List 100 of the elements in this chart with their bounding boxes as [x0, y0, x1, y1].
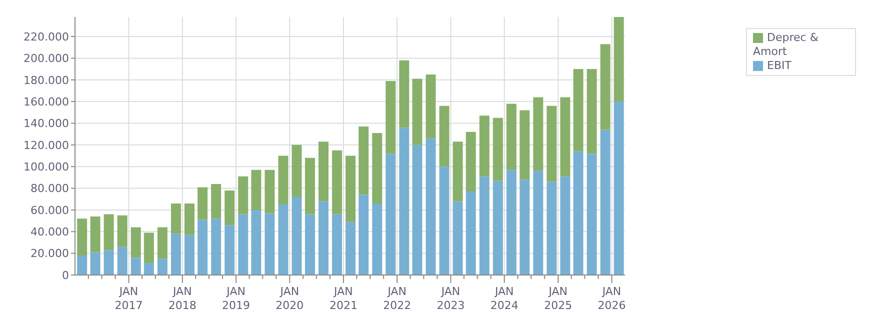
bar: [238, 214, 248, 275]
bar: [546, 182, 557, 275]
bar: [492, 180, 503, 275]
bar: [104, 214, 114, 250]
bar: [264, 170, 275, 214]
x-tick-label: JAN 2024: [490, 285, 518, 312]
bar: [560, 97, 570, 176]
y-tick-label: 40.000: [30, 226, 69, 239]
bar: [560, 176, 570, 275]
y-tick-label: 80.000: [30, 182, 69, 196]
bar: [426, 138, 436, 275]
legend-label: Deprec & Amort: [753, 31, 818, 58]
bar: [372, 132, 382, 204]
y-tick-label: 200.000: [24, 52, 69, 66]
bar: [117, 215, 128, 247]
bar: [90, 216, 100, 252]
bar: [492, 118, 503, 181]
bar: [264, 213, 275, 275]
x-tick-label: JAN 2026: [598, 285, 626, 312]
y-tick-label: 180.000: [24, 74, 69, 87]
bar: [600, 44, 610, 130]
bar: [292, 196, 302, 275]
bar: [332, 214, 342, 275]
bar: [412, 78, 422, 145]
x-tick-label: JAN 2023: [436, 285, 465, 312]
bar: [198, 187, 208, 220]
bar: [278, 204, 288, 275]
bar: [318, 142, 328, 202]
bar: [466, 132, 476, 192]
x-tick-label: JAN 2017: [114, 285, 143, 312]
y-tick-label: 100.000: [24, 160, 69, 174]
bar: [614, 102, 624, 275]
bar: [292, 144, 302, 197]
x-tick-label: JAN 2022: [383, 285, 412, 312]
bar: [304, 214, 315, 275]
bar: [533, 170, 544, 275]
bar: [104, 250, 114, 275]
bar: [600, 130, 610, 275]
bar: [520, 110, 530, 180]
bar: [386, 80, 396, 154]
bar: [399, 128, 410, 275]
bar: [466, 192, 476, 275]
bar: [479, 176, 490, 275]
bar: [157, 227, 168, 259]
y-tick-label: 120.000: [24, 138, 69, 152]
bar: [198, 220, 208, 275]
bar: [278, 156, 288, 205]
bar: [614, 17, 624, 102]
bar: [586, 154, 597, 275]
x-tick-label: JAN 2021: [329, 285, 358, 312]
y-tick-label: 160.000: [24, 95, 69, 108]
x-tick-label: JAN 2025: [544, 285, 572, 312]
bar: [573, 151, 584, 275]
bar: [479, 116, 490, 176]
bar: [372, 203, 382, 275]
bar: [386, 154, 396, 275]
bar: [399, 60, 410, 128]
bar: [170, 234, 181, 275]
bar: [346, 156, 356, 222]
bar: [546, 106, 557, 182]
bar: [251, 210, 262, 275]
bar: [224, 225, 235, 275]
bar: [77, 218, 88, 256]
bar: [211, 218, 222, 275]
bar: [170, 203, 181, 234]
bar: [211, 184, 222, 219]
bar: [439, 106, 450, 167]
bar: [506, 104, 516, 170]
bar: [77, 255, 88, 275]
bar: [346, 222, 356, 275]
bar: [452, 201, 463, 275]
bar: [144, 263, 154, 275]
bar: [251, 170, 262, 210]
bar: [130, 258, 141, 275]
x-tick-label: JAN 2019: [222, 285, 250, 312]
bar: [157, 258, 168, 275]
bar: [117, 246, 128, 275]
bar: [238, 176, 248, 214]
y-tick-label: 220.000: [24, 30, 69, 44]
bar: [318, 201, 328, 275]
legend-label: EBIT: [767, 59, 792, 72]
bar: [332, 150, 342, 214]
bar: [304, 158, 315, 214]
bar: [533, 97, 544, 171]
bar: [358, 194, 369, 275]
bar: [184, 234, 194, 275]
bar: [358, 126, 369, 195]
bar: [452, 142, 463, 202]
y-tick-label: 60.000: [30, 204, 69, 217]
bar: [573, 69, 584, 152]
bar: [439, 166, 450, 275]
bar: [426, 74, 436, 138]
x-tick-label: JAN 2020: [276, 285, 304, 312]
bar: [90, 252, 100, 275]
bar: [586, 69, 597, 154]
x-tick-label: JAN 2018: [168, 285, 196, 312]
y-tick-label: 0: [62, 268, 69, 282]
bar: [224, 190, 235, 226]
y-tick-label: 140.000: [24, 117, 69, 130]
bar: [130, 227, 141, 258]
